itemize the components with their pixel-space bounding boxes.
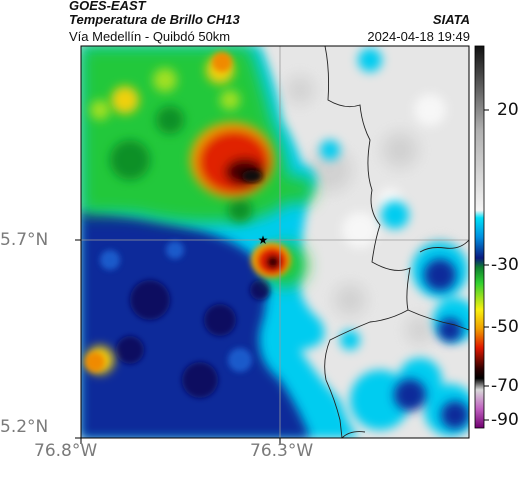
- point-of-interest-star: ★: [258, 233, 269, 247]
- brightness-temperature-field: ★: [81, 46, 469, 438]
- admin-border-south: [324, 309, 409, 438]
- channel-title: Temperatura de Brillo CH13: [69, 12, 240, 27]
- lon-tick-label: 76.8°W: [34, 441, 98, 461]
- plot-frame: [80, 45, 470, 439]
- product-title: GOES-EAST: [69, 0, 146, 13]
- admin-border: [324, 46, 469, 331]
- colorbar-tick-label: -50: [491, 317, 519, 337]
- colorbar-tick-label: -90: [491, 410, 519, 430]
- colorbar-ticks: [484, 109, 489, 421]
- colorbar-tick-label: 20: [497, 100, 519, 120]
- colorbar-tick-label: -70: [491, 376, 519, 396]
- admin-border-sw: [341, 431, 366, 438]
- colorbar-tick-label: -30: [491, 255, 519, 275]
- lon-tick-label: 76.3°W: [250, 441, 314, 461]
- timestamp-label: 2024-04-18 19:49: [367, 29, 470, 44]
- lat-tick-label: 5.2°N: [0, 417, 49, 437]
- organization-label: SIATA: [432, 12, 470, 27]
- admin-border-east: [419, 239, 469, 253]
- colorbar: [474, 45, 485, 429]
- lat-tick-label: 5.7°N: [0, 230, 49, 250]
- region-subtitle: Vía Medellín - Quibdó 50km: [69, 29, 231, 44]
